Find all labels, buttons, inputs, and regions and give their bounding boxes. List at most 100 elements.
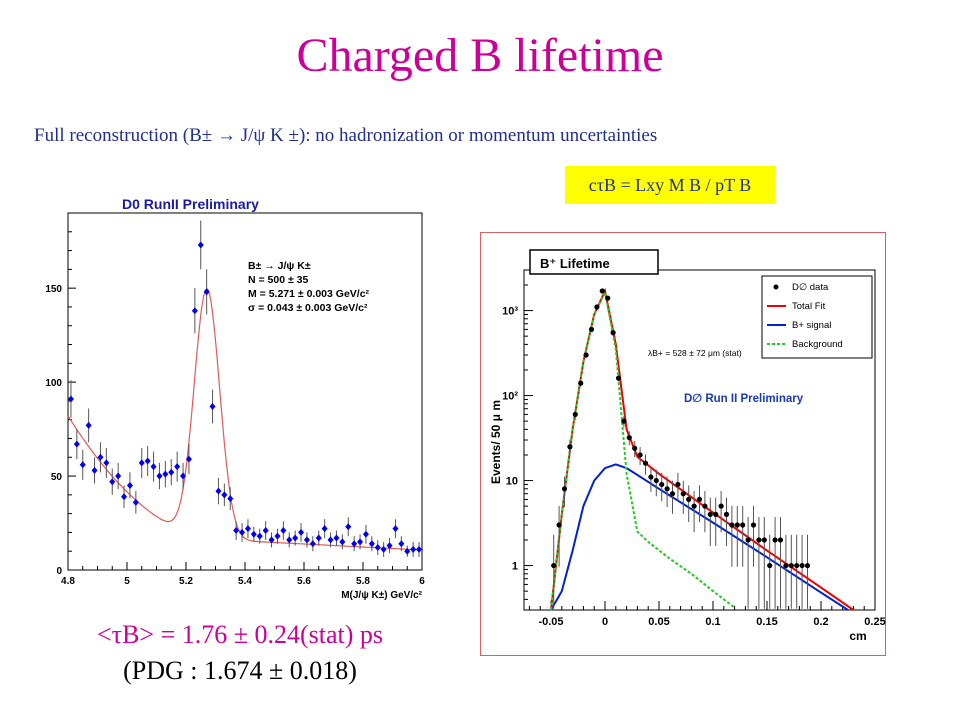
lifetime-data-point [632,445,638,451]
lifetime-ytick-label: 1 [512,561,518,573]
mass-data-point [156,472,163,480]
mass-data-point [67,395,74,403]
lifetime-data-point [777,537,784,543]
mass-data-point [327,536,334,544]
lifetime-data-point [675,481,681,488]
lifetime-data-point [637,452,643,458]
mass-chart: D0 RunII Preliminary 0 50 100 150 4.8 5 5.2 5.4 5… [45,196,425,601]
lifetime-xtick-label: 0.2 [813,616,828,628]
mass-data-point [309,540,316,548]
subtitle: Full reconstruction (B± → J/ψ K ±): no h… [34,125,658,146]
legend-label: Total Fit [792,301,826,312]
lifetime-data-point [659,481,665,488]
lifetime-data-point [788,562,794,569]
lifetime-data-point [756,537,762,543]
mass-data-point [191,307,198,315]
lifetime-data-point [561,486,568,492]
lifetime-data-point [696,496,703,503]
mass-data-point [392,525,399,533]
lifetime-data-point [734,522,740,528]
lifetime-data-point [621,418,627,424]
mass-data-point [298,528,305,536]
mass-data-point [73,440,80,448]
lifetime-data-point [767,562,773,569]
legend-label: B+ signal [792,320,831,331]
lifetime-x-axis-label: cm [849,629,866,643]
lifetime-xtick-label: 0.05 [648,616,669,628]
lifetime-data-point [653,477,659,484]
lifetime-legend-box [761,275,873,359]
mass-data-point [256,532,263,540]
lifetime-data-point [642,460,649,466]
mass-data-point [386,542,393,550]
mass-data-point [126,481,133,489]
mass-ytick-label: 150 [45,284,62,295]
lifetime-data-point [686,496,692,503]
mass-xtick-label: 4.8 [61,576,75,587]
lifetime-data-point [713,511,719,517]
mass-xtick-label: 5 [124,576,130,587]
legend-label: Background [792,339,843,350]
mass-data-point [103,459,110,467]
mass-data-point [404,547,411,555]
lifetime-chart-title: B⁺ Lifetime [540,256,610,271]
lifetime-xtick-label: 0.15 [756,616,777,628]
mass-data-point [280,527,287,535]
lifetime-data-point [615,375,622,381]
lifetime-xtick-label: 0 [602,616,608,628]
mass-data-point [410,545,417,553]
mass-data-point [339,538,346,546]
mass-data-point [357,538,364,546]
lifetime-data-point [626,435,632,441]
mass-chart-title: D0 RunII Preliminary [122,196,259,212]
lifetime-subtitle: D∅ Run II Preliminary [684,393,804,405]
lifetime-data-point [605,295,611,301]
mass-ytick-label: 50 [51,472,63,483]
lifetime-data-point [610,330,616,336]
mass-data-point [345,523,352,531]
mass-data-point [97,453,104,461]
lifetime-title-box [529,249,659,275]
lifetime-data-point [707,511,713,517]
lifetime-xtick-label: 0.1 [705,616,720,628]
mass-data-point [380,545,387,553]
mass-data-point [274,532,281,540]
lifetime-data-point [599,288,605,294]
lifetime-xtick-label: -0.05 [538,616,563,628]
lifetime-ytick-label: 10 [506,476,518,488]
mass-data-point [174,463,181,471]
mass-data-point [79,461,86,469]
mass-data-point [150,463,157,471]
mass-data-point [303,536,310,544]
lifetime-data-point [664,486,670,492]
lifetime-xtick-label: 0.25 [864,616,885,628]
legend-marker-data [773,284,779,290]
mass-data-point [368,540,375,548]
lifetime-data-point [804,562,811,569]
mass-data-point [115,472,122,480]
lifetime-data-point [761,537,767,543]
mass-annotation-line: M = 5.271 ± 0.003 GeV/c² [248,288,370,300]
lifetime-data-point [750,522,757,528]
background-curve [550,288,736,611]
lifetime-data-point [583,352,589,358]
slide-title: Charged B lifetime [296,29,664,82]
legend-label: D∅ data [792,282,829,293]
mass-data-point [227,495,234,503]
mass-data-point [132,498,139,506]
lifetime-data-point [691,503,697,509]
lifetime-data-point [799,562,805,569]
mass-data-point [321,525,328,533]
lifetime-data-point [702,503,708,509]
mass-data-point [239,528,246,536]
mass-data-point [315,534,322,542]
mass-data-point [398,540,405,548]
mass-data-point [209,403,216,411]
lifetime-data-point [572,411,578,418]
mass-ytick-label: 100 [45,378,62,389]
mass-data-point [162,470,169,478]
mass-xtick-label: 5.8 [356,576,370,587]
mass-data-point [292,534,299,542]
lifetime-data-point [594,304,600,310]
lifetime-data-point [729,522,735,528]
